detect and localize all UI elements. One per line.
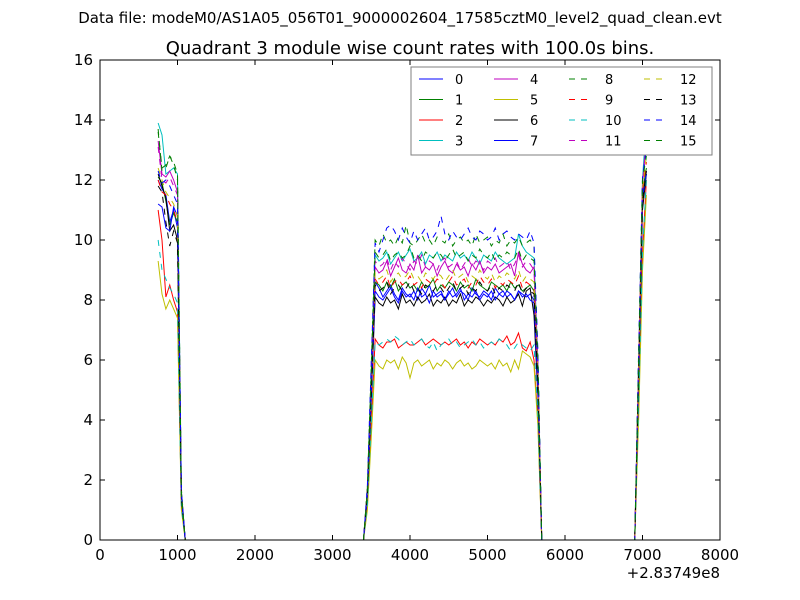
legend-label-2: 2 — [455, 114, 463, 129]
y-tick-label: 14 — [74, 111, 93, 129]
y-tick-label: 4 — [83, 411, 93, 429]
legend-label-5: 5 — [530, 94, 538, 109]
axis-ticks: 0 1000 2000 3000 4000 5000 6000 7000 80000246810… — [74, 51, 739, 564]
series-line-2 — [157, 179, 647, 541]
chart-title: Quadrant 3 module wise count rates with … — [166, 38, 655, 59]
y-tick-label: 8 — [83, 291, 93, 309]
legend-label-14: 14 — [680, 114, 697, 129]
x-tick-label: 3000 — [313, 546, 351, 564]
y-tick-label: 2 — [83, 471, 93, 489]
x-tick-label: 0 — [95, 546, 105, 564]
legend-label-13: 13 — [680, 94, 697, 109]
x-tick-label: 6000 — [546, 546, 584, 564]
x-tick-label: 1000 — [158, 546, 196, 564]
series-line-5 — [157, 194, 647, 541]
series-line-12 — [157, 155, 647, 541]
y-tick-label: 6 — [83, 351, 93, 369]
legend-label-12: 12 — [680, 73, 697, 88]
chart-suptitle: Data file: modeM0/AS1A05_056T01_90000026… — [78, 9, 722, 28]
legend-label-11: 11 — [605, 135, 622, 150]
series-line-13 — [157, 170, 647, 541]
series-line-4 — [157, 134, 647, 541]
series-line-1 — [157, 167, 647, 541]
y-tick-label: 0 — [83, 531, 93, 549]
series-line-8 — [157, 131, 647, 541]
x-tick-label: 7000 — [623, 546, 661, 564]
series-line-0 — [157, 170, 647, 541]
legend-label-0: 0 — [455, 73, 463, 88]
legend-label-7: 7 — [530, 135, 538, 150]
x-tick-label: 4000 — [391, 546, 429, 564]
legend-label-15: 15 — [680, 135, 697, 150]
y-tick-label: 16 — [74, 51, 93, 69]
legend-label-10: 10 — [605, 114, 622, 129]
y-tick-label: 10 — [74, 231, 93, 249]
series-layer — [157, 119, 647, 541]
legend-label-8: 8 — [605, 73, 613, 88]
x-offset-label: +2.83749e8 — [627, 564, 720, 582]
series-line-11 — [157, 140, 647, 541]
series-line-9 — [157, 161, 647, 541]
series-line-3 — [157, 119, 647, 541]
x-tick-label: 8000 — [701, 546, 739, 564]
legend-label-9: 9 — [605, 94, 613, 109]
legend-label-4: 4 — [530, 73, 538, 88]
legend-label-6: 6 — [530, 114, 538, 129]
series-line-15 — [157, 128, 647, 541]
x-tick-label: 2000 — [236, 546, 274, 564]
y-tick-label: 12 — [74, 171, 93, 189]
legend-label-3: 3 — [455, 135, 463, 150]
series-line-10 — [157, 179, 647, 541]
x-tick-label: 5000 — [468, 546, 506, 564]
legend-label-1: 1 — [455, 94, 463, 109]
